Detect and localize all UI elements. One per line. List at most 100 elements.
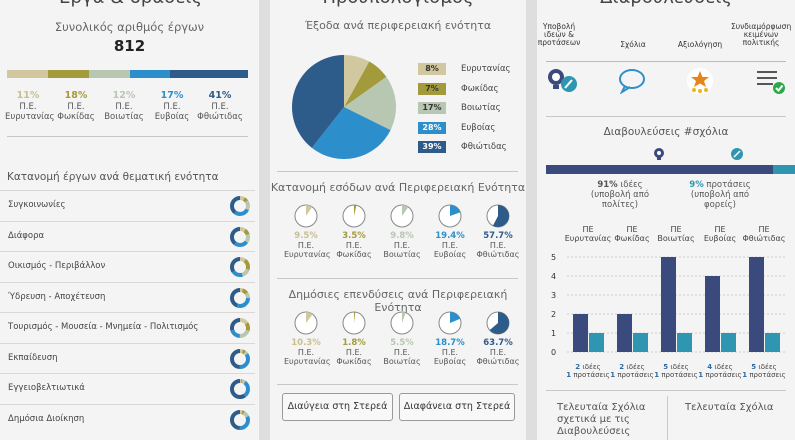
panel-title: Προϋπολογισμός bbox=[270, 0, 526, 8]
budget-panel: Προϋπολογισμός Έξοδα ανά περιφερειακή εν… bbox=[270, 0, 526, 440]
diafaneia-button[interactable]: Διαφάνεια στη Στερεά bbox=[399, 393, 515, 421]
pie-slice bbox=[292, 55, 344, 148]
latest-comments-consultations: Τελευταία Σχόλια σχετικά με τις Διαβουλεύσ… bbox=[557, 402, 646, 437]
y-tick-label: 2 bbox=[551, 310, 556, 319]
region-share: 12% Π.Ε. Βοιωτίας bbox=[104, 90, 144, 123]
category-label: Εκπαίδευση bbox=[8, 352, 58, 363]
comment-icon bbox=[619, 69, 645, 94]
bar-count-label: 4 ιδέες 1 προτάσεις bbox=[698, 363, 742, 379]
idea-bulb-icon bbox=[654, 148, 664, 160]
pie-slice bbox=[344, 61, 387, 107]
category-row[interactable]: Ύδρευση - Αποχέτευση bbox=[0, 281, 255, 313]
consultations-bar-chart: 0 1 2 3 4 5 bbox=[551, 253, 787, 357]
category-donut bbox=[230, 318, 250, 338]
category-donut bbox=[230, 348, 250, 369]
region-mini-pie: 19.4% Π.Ε. Ευβοίας bbox=[428, 204, 472, 259]
bar-ideas bbox=[749, 257, 764, 352]
panel-title: Διαβουλεύσεις bbox=[537, 0, 795, 8]
step-codesign: Συνδιαμόρφωση κειμένων πολιτικής bbox=[731, 22, 792, 47]
category-row[interactable]: Τουρισμός - Μουσεία - Μνημεία - Πολιτισμ… bbox=[0, 312, 255, 343]
share-segment bbox=[129, 70, 171, 78]
expenses-pie-chart bbox=[292, 55, 396, 159]
category-donut bbox=[230, 226, 250, 247]
bar-ideas bbox=[573, 314, 588, 352]
x-category-label: ΠΕ Ευρυτανίας bbox=[564, 225, 612, 243]
region-share: 11% Π.Ε. Ευρυτανίας bbox=[5, 90, 55, 123]
region-share: 41% Π.Ε. Φθιώτιδας bbox=[197, 90, 243, 123]
pie-slice bbox=[311, 107, 391, 159]
category-section-title: Κατανομή έργων ανά θεματική ενότητα bbox=[7, 171, 219, 183]
bar-count-label: 2 ιδέες 1 προτάσεις bbox=[610, 363, 654, 379]
category-row[interactable]: Δημόσια Διοίκηση bbox=[0, 403, 255, 435]
category-row[interactable]: Οικισμός - Περιβάλλον bbox=[0, 251, 255, 282]
x-category-label: ΠΕ Φθιώτιδας bbox=[742, 225, 786, 243]
diavgeia-button[interactable]: Διαύγεια στη Στερεά bbox=[282, 393, 393, 421]
pie-slice bbox=[344, 76, 396, 131]
bar-proposals bbox=[721, 333, 736, 352]
latest-comments: Τελευταία Σχόλια bbox=[685, 402, 774, 413]
category-donut bbox=[230, 257, 250, 277]
share-segment bbox=[88, 70, 130, 78]
share-segment bbox=[47, 70, 89, 78]
y-tick-label: 5 bbox=[551, 253, 556, 262]
category-label: Ύδρευση - Αποχέτευση bbox=[8, 291, 106, 302]
panel-title: Έργα & δράσεις bbox=[0, 0, 259, 8]
bar-count-label: 5 ιδέες 1 προτάσεις bbox=[742, 363, 786, 379]
category-donut bbox=[230, 379, 250, 399]
idea-icon bbox=[548, 69, 577, 92]
category-donut bbox=[230, 287, 250, 308]
x-category-label: ΠΕ Φωκίδας bbox=[614, 225, 650, 243]
region-mini-pie: 10.3% Π.Ε. Ευρυτανίας bbox=[284, 311, 331, 366]
proposals-share: 9% προτάσεις (υποβολή από φορείς) bbox=[689, 180, 751, 210]
category-donut bbox=[230, 409, 250, 430]
bar-proposals bbox=[633, 333, 648, 352]
bar-proposals bbox=[677, 333, 692, 352]
category-label: Οικισμός - Περιβάλλον bbox=[8, 261, 106, 271]
y-tick-label: 0 bbox=[551, 348, 556, 357]
x-category-label: ΠΕ Ευβοίας bbox=[703, 225, 737, 243]
y-tick-label: 3 bbox=[551, 291, 556, 300]
step-comments: Σχόλια bbox=[620, 40, 646, 49]
category-label: Εγγειοβελτιωτικά bbox=[8, 383, 85, 393]
region-mini-pie: 63.7% Π.Ε. Φθιώτιδας bbox=[476, 311, 520, 366]
region-mini-pie: 5.5% Π.Ε. Βοιωτίας bbox=[380, 311, 424, 366]
total-projects-label: Συνολικός αριθμός έργων bbox=[54, 20, 205, 34]
category-label: Συγκοινωνίες bbox=[8, 200, 66, 210]
category-donut bbox=[230, 196, 250, 216]
bar-proposals bbox=[589, 333, 604, 352]
category-row[interactable]: Διάφορα bbox=[0, 220, 255, 252]
region-share: 17% Π.Ε. Ευβοίας bbox=[154, 90, 190, 123]
bar-ideas bbox=[617, 314, 632, 352]
step-submit-ideas: Υποβολή ιδεών & προτάσεων bbox=[537, 22, 581, 47]
projects-share-bar bbox=[7, 70, 248, 78]
progress-segment bbox=[546, 165, 773, 174]
category-label: Τουρισμός - Μουσεία - Μνημεία - Πολιτισμ… bbox=[8, 322, 199, 332]
category-row[interactable]: Εγγειοβελτιωτικά bbox=[0, 373, 255, 404]
ideas-share: 91% ιδέες (υποβολή από πολίτες) bbox=[590, 180, 650, 210]
star-rating-icon bbox=[687, 68, 713, 94]
category-row[interactable]: Εκπαίδευση bbox=[0, 342, 255, 374]
proposal-pen-icon bbox=[731, 148, 743, 160]
region-mini-pie: 3.5% Π.Ε. Φωκίδας bbox=[332, 204, 376, 259]
category-label: Διάφορα bbox=[8, 230, 45, 241]
category-label: Δημόσια Διοίκηση bbox=[8, 413, 85, 424]
region-mini-pie: 18.7% Π.Ε. Ευβοίας bbox=[428, 311, 472, 366]
region-share: 18% Π.Ε. Φωκίδας bbox=[57, 90, 95, 123]
bar-count-label: 5 ιδέες 1 προτάσεις bbox=[654, 363, 698, 379]
ideas-proposals-bar bbox=[546, 165, 795, 174]
x-category-label: ΠΕ Βοιωτίας bbox=[657, 225, 695, 243]
pie-slice bbox=[344, 55, 370, 107]
share-segment bbox=[170, 70, 248, 78]
comments-title: Διαβουλεύσεις #σχόλια bbox=[603, 126, 729, 138]
bar-ideas bbox=[661, 257, 676, 352]
investment-title: Δημόσιες επενδύσεις ανά Περιφερειακή Ενό… bbox=[288, 288, 508, 314]
category-row[interactable]: Συγκοινωνίες bbox=[0, 190, 255, 221]
expenses-title: Έξοδα ανά περιφερειακή ενότητα bbox=[304, 19, 492, 32]
share-segment bbox=[7, 70, 48, 78]
progress-segment bbox=[772, 165, 795, 174]
y-tick-label: 1 bbox=[551, 329, 556, 338]
region-mini-pie: 57.7% Π.Ε. Φθιώτιδας bbox=[476, 204, 520, 259]
projects-panel: Έργα & δράσεις Συνολικός αριθμός έργων 8… bbox=[0, 0, 259, 440]
bar-proposals bbox=[765, 333, 780, 352]
